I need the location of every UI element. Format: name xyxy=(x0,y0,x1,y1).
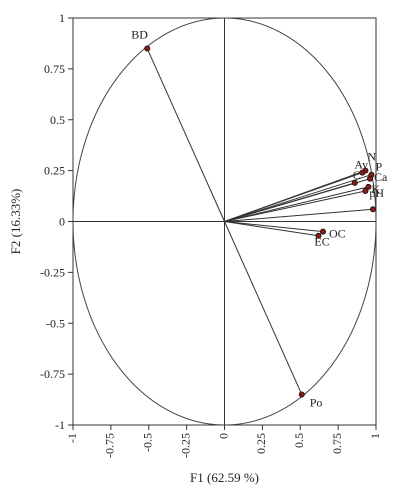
y-tick-label: 0.25 xyxy=(44,164,65,178)
points-group xyxy=(144,45,376,398)
x-axis-title: F1 (62.59 %) xyxy=(190,470,259,485)
x-tick-label: 0 xyxy=(216,433,230,439)
loading-vector xyxy=(224,221,319,237)
x-tick-label: 0.75 xyxy=(330,433,344,454)
loading-point xyxy=(369,206,376,213)
loading-point xyxy=(315,232,322,239)
x-tick-label: -1 xyxy=(65,433,79,443)
point-label: Av xyxy=(354,158,368,172)
loading-vector xyxy=(224,186,369,222)
point-label: pH xyxy=(369,186,384,200)
point-label: EC xyxy=(314,235,329,249)
loading-point xyxy=(365,183,372,190)
point-label: K xyxy=(371,182,380,196)
y-tick-label: -0.75 xyxy=(40,367,65,381)
point-label: OC xyxy=(329,227,346,241)
y-tick-label: 1 xyxy=(59,11,65,25)
y-tick-label: 0 xyxy=(59,215,65,229)
loading-vector xyxy=(224,221,324,233)
loading-point xyxy=(298,391,305,398)
y-tick-label: 0.5 xyxy=(50,113,65,127)
x-tick-label: -0.25 xyxy=(178,433,192,458)
y-tick-label: -0.25 xyxy=(40,265,65,279)
vectors-group xyxy=(146,48,374,395)
x-tick-label: 0.25 xyxy=(254,433,268,454)
point-label: Ca xyxy=(374,170,388,184)
loading-vector xyxy=(224,174,372,222)
point-label: Po xyxy=(310,395,323,409)
loading-vector xyxy=(224,172,363,222)
loading-point xyxy=(366,175,373,182)
point-label: BD xyxy=(131,28,148,42)
y-tick-label: 0.75 xyxy=(44,62,65,76)
x-tick-label: -0.75 xyxy=(103,433,117,458)
x-tick-label: 1 xyxy=(368,433,382,439)
y-axis-title: F2 (16.33%) xyxy=(8,189,23,255)
loading-point xyxy=(362,187,369,194)
loading-vector xyxy=(224,221,303,395)
ticks-group: -1 -0.75 -0.5 -0.25 0 0.25 0.5 0.75 1 1 0.75 0.5 0.2… xyxy=(40,11,382,458)
loading-point xyxy=(359,169,366,176)
loading-vector xyxy=(224,182,355,222)
loading-vector xyxy=(224,208,374,222)
y-tick-label: -1 xyxy=(55,418,65,432)
loading-vector xyxy=(224,190,366,222)
x-tick-label: -0.5 xyxy=(141,433,155,452)
loading-vector xyxy=(146,48,225,222)
loading-point xyxy=(319,228,326,235)
x-tick-label: 0.5 xyxy=(292,433,306,448)
y-tick-label: -0.5 xyxy=(46,316,65,330)
point-label: N xyxy=(367,150,376,164)
loading-point xyxy=(144,45,151,52)
loading-point xyxy=(351,179,358,186)
point-label: C xyxy=(353,168,361,182)
point-label: P xyxy=(375,160,382,174)
